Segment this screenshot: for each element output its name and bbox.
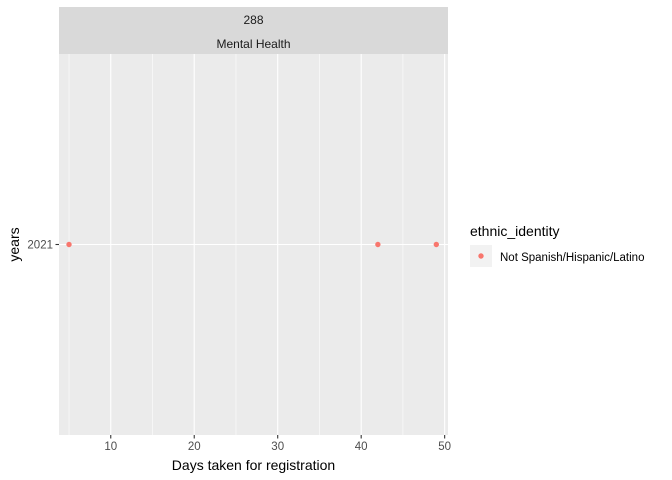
x-tick-label: 20 [188, 441, 201, 453]
data-point [66, 241, 72, 248]
facet-strip-label-2: Mental Health [216, 37, 290, 51]
grid-major [59, 54, 448, 435]
x-tick-label: 50 [438, 441, 451, 453]
legend-label: Not Spanish/Hispanic/Latino [500, 252, 644, 264]
y-tick-label: 2021 [27, 240, 53, 252]
facet-strip-label-1: 288 [243, 13, 263, 27]
facet-strip [59, 7, 448, 54]
x-tick-label: 30 [271, 441, 284, 453]
y-axis-title: years [6, 227, 22, 261]
x-tick-label: 10 [104, 441, 117, 453]
x-axis-title: Days taken for registration [172, 457, 335, 473]
x-tick-label: 40 [355, 441, 368, 453]
x-axis: 10 20 30 40 50 [104, 435, 451, 453]
legend: ethnic_identity Not Spanish/Hispanic/Lat… [470, 223, 644, 267]
legend-title: ethnic_identity [470, 223, 560, 239]
y-axis: 2021 [27, 240, 59, 252]
data-points [66, 241, 440, 248]
data-point [433, 241, 440, 248]
data-point [375, 241, 381, 248]
legend-point [478, 253, 484, 259]
